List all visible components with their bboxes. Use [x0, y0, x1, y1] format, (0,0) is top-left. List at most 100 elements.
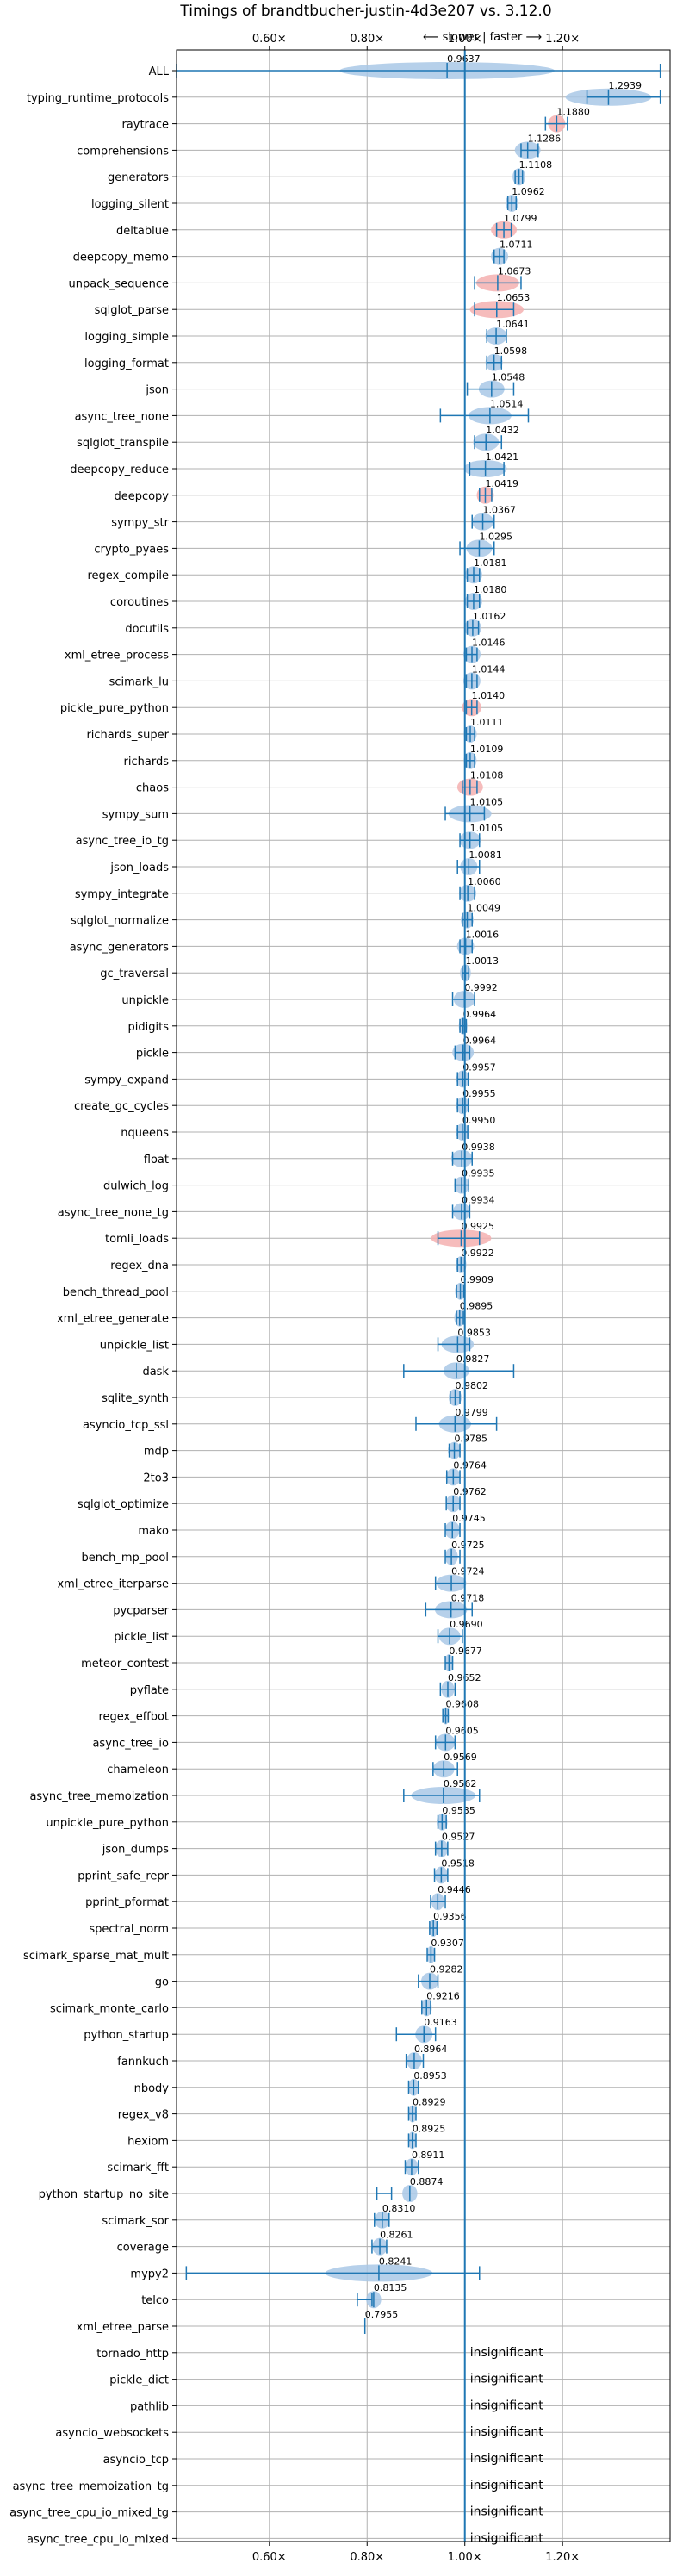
benchmark-violin	[448, 1441, 462, 1459]
value-label: 0.9562	[444, 1778, 477, 1789]
value-label: 1.0367	[483, 505, 517, 516]
value-label: 0.9535	[442, 1805, 475, 1816]
benchmark-name-label: xml_etree_generate	[57, 1313, 169, 1326]
benchmark-name-label: pickle_dict	[109, 2374, 169, 2387]
x-tick-label-top: 1.20×	[545, 33, 580, 46]
x-tick-label-top: 0.80×	[350, 33, 384, 46]
value-label: 0.8964	[414, 2044, 448, 2055]
benchmark-name-label: deepcopy	[114, 490, 169, 503]
value-label: 1.1880	[556, 107, 590, 118]
x-tick-label-bottom: 0.80×	[350, 2551, 384, 2564]
value-label: 1.0711	[500, 240, 533, 251]
benchmark-violin	[403, 1787, 481, 1804]
value-label: 0.9163	[424, 2017, 457, 2028]
benchmark-name-label: bench_mp_pool	[81, 1552, 169, 1565]
insignificant-label: insignificant	[470, 2346, 544, 2360]
value-label: 0.9785	[455, 1434, 488, 1445]
benchmark-name-label: gc_traversal	[100, 968, 169, 980]
benchmark-name-label: chaos	[136, 782, 169, 795]
benchmark-violin	[374, 2211, 390, 2229]
benchmark-name-label: nqueens	[121, 1127, 169, 1140]
benchmark-name-label: dulwich_log	[103, 1180, 169, 1193]
benchmark-name-label: pidigits	[128, 1021, 170, 1034]
benchmark-violin	[431, 1229, 492, 1248]
benchmark-name-label: go	[155, 1976, 169, 1989]
benchmark-violin	[476, 486, 494, 504]
benchmark-violin	[404, 2158, 419, 2176]
value-label: 0.9518	[441, 1857, 475, 1869]
x-tick-label-bottom: 0.60×	[252, 2551, 287, 2564]
x-axis-ticks: 0.60× 0.60× 0.80× 0.80× 1.00× 1.00× 1.20× 1.20×	[172, 33, 580, 2564]
benchmark-violin	[473, 433, 503, 451]
benchmark-name-label: logging_format	[84, 358, 169, 370]
benchmark-name-label: ALL	[149, 65, 170, 78]
benchmark-name-label: crypto_pyaes	[94, 543, 169, 556]
insignificant-label: insignificant	[470, 2373, 544, 2386]
value-label: 1.0081	[469, 849, 502, 861]
benchmark-name-label: mdp	[144, 1446, 169, 1459]
insignificant-label: insignificant	[470, 2425, 544, 2439]
value-label: 0.8261	[380, 2230, 413, 2241]
value-label: 0.9799	[455, 1407, 488, 1418]
benchmark-name-label: sqlglot_normalize	[71, 915, 169, 928]
benchmark-name-label: generators	[108, 171, 169, 184]
benchmark-name-label: asyncio_tcp_ssl	[83, 1419, 169, 1432]
benchmark-violin	[505, 195, 518, 212]
value-label: 0.8929	[413, 2097, 445, 2108]
benchmark-rows: ALL 0.9637 typing_runtime_protocols 1.2939 r…	[9, 53, 661, 2546]
value-label: 1.0181	[474, 557, 507, 569]
value-label: 1.0060	[468, 876, 501, 887]
value-label: 1.0049	[468, 903, 501, 914]
value-label: 0.9764	[453, 1459, 487, 1471]
benchmark-violin	[451, 1203, 471, 1221]
value-label: 0.8310	[382, 2203, 416, 2214]
benchmark-name-label: scimark_monte_carlo	[50, 2002, 169, 2015]
benchmark-name-label: async_tree_io	[92, 1737, 169, 1750]
value-label: 1.2939	[608, 80, 642, 91]
value-label: 0.9718	[451, 1592, 485, 1603]
benchmark-name-label: raytrace	[121, 119, 169, 132]
benchmark-violin	[512, 168, 526, 186]
benchmark-name-label: nbody	[134, 2082, 170, 2095]
benchmark-name-label: hexiom	[127, 2135, 169, 2148]
benchmark-violin	[469, 301, 524, 319]
direction-label: ⟵ slower | faster ⟶	[423, 31, 542, 44]
benchmark-violin	[444, 1521, 461, 1539]
x-tick-label-top: 1.00×	[448, 33, 482, 46]
benchmark-violin	[439, 1680, 456, 1698]
value-label: 0.9724	[451, 1566, 485, 1577]
value-label: 0.9957	[462, 1061, 496, 1073]
benchmark-violin	[376, 2185, 418, 2202]
x-tick-label-top: 0.60×	[252, 33, 287, 46]
benchmark-name-label: json_loads	[109, 862, 169, 874]
benchmark-name-label: coverage	[117, 2242, 169, 2255]
benchmark-violin	[465, 566, 482, 584]
value-label: 0.9950	[462, 1115, 496, 1126]
benchmark-violin	[463, 751, 477, 769]
benchmark-violin	[464, 593, 482, 610]
benchmark-violin	[463, 619, 481, 637]
benchmark-name-label: unpickle_list	[100, 1339, 169, 1352]
benchmark-violin	[454, 1309, 466, 1327]
benchmark-violin	[405, 2052, 425, 2069]
benchmark-violin	[462, 699, 481, 717]
benchmark-name-label: docutils	[125, 623, 169, 636]
value-label: 1.0140	[472, 690, 506, 701]
benchmark-name-label: xml_etree_iterparse	[57, 1578, 169, 1591]
value-label: 1.0108	[470, 770, 504, 781]
value-label: 0.9446	[438, 1884, 470, 1895]
benchmark-violin	[403, 1362, 515, 1380]
benchmark-name-label: sympy_str	[111, 517, 169, 530]
value-label: 0.9307	[431, 1938, 464, 1949]
value-label: 1.0962	[512, 186, 545, 197]
benchmark-violin	[485, 353, 503, 371]
benchmark-name-label: tomli_loads	[105, 1233, 169, 1246]
value-label: 0.9608	[445, 1699, 479, 1710]
value-label: 0.9964	[463, 1009, 497, 1020]
benchmark-name-label: asyncio_tcp	[103, 2454, 169, 2467]
benchmark-name-label: async_tree_cpu_io_mixed_tg	[9, 2507, 169, 2520]
value-label: 0.9964	[463, 1036, 497, 1047]
value-label: 1.1108	[519, 159, 553, 171]
benchmark-violin	[485, 327, 507, 345]
